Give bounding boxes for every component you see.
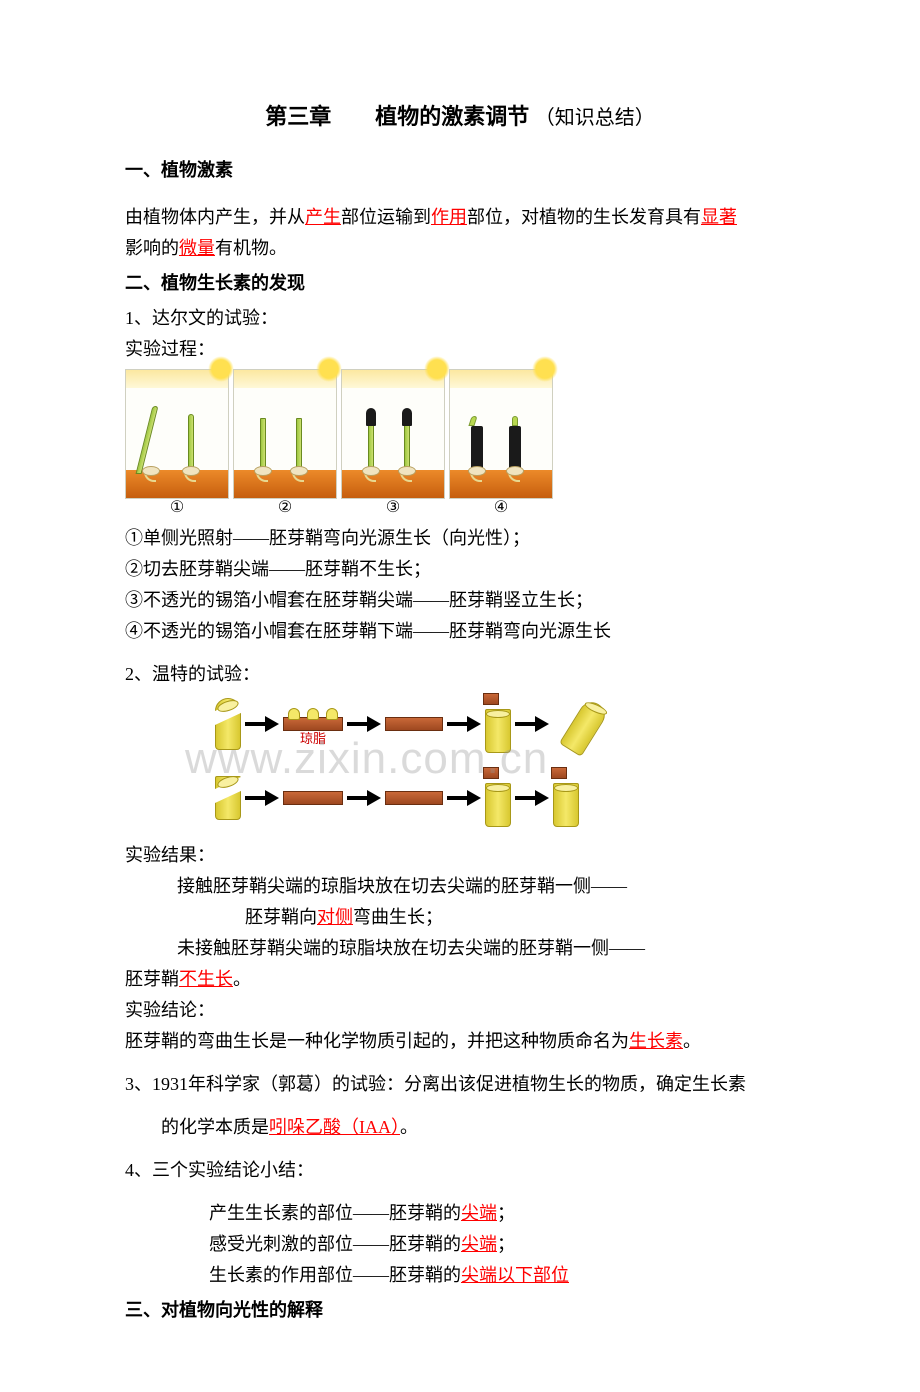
chapter-title: 第三章 植物的激素调节 （知识总结） bbox=[125, 100, 795, 133]
section-1-para-2: 影响的微量有机物。 bbox=[125, 235, 795, 262]
agar-plain bbox=[283, 791, 343, 805]
conclusion-text: 胚芽鞘的弯曲生长是一种化学物质引起的，并把这种物质命名为生长素。 bbox=[125, 1028, 795, 1055]
went-label: 2、温特的试验： bbox=[125, 661, 795, 688]
panel-3: ③ bbox=[341, 369, 445, 499]
p3b-text: 的化学本质是吲哚乙酸（IAA）。 bbox=[125, 1114, 795, 1141]
agar-block bbox=[385, 717, 443, 731]
highlight-tip-1: 尖端 bbox=[461, 1203, 497, 1223]
highlight-trace: 微量 bbox=[179, 238, 215, 258]
result-2: 胚芽鞘向对侧弯曲生长； bbox=[125, 904, 795, 931]
panel-3-label: ③ bbox=[386, 496, 400, 520]
p4-label: 4、三个实验结论小结： bbox=[125, 1157, 795, 1184]
summary-3: 生长素的作用部位——胚芽鞘的尖端以下部位 bbox=[125, 1262, 795, 1289]
panel-2-label: ② bbox=[278, 496, 292, 520]
went-row-1: 琼脂 bbox=[215, 694, 795, 754]
arrow-icon bbox=[515, 792, 549, 804]
result-1: 接触胚芽鞘尖端的琼脂块放在切去尖端的胚芽鞘一侧—— bbox=[125, 873, 795, 900]
panel-4-label: ④ bbox=[494, 496, 508, 520]
result-4: 胚芽鞘不生长。 bbox=[125, 966, 795, 993]
panel-4: ④ bbox=[449, 369, 553, 499]
agar-label: 琼脂 bbox=[300, 729, 326, 749]
highlight-action: 作用 bbox=[431, 207, 467, 227]
arrow-icon bbox=[347, 718, 381, 730]
title-sub: （知识总结） bbox=[535, 107, 655, 129]
agar-block bbox=[385, 791, 443, 805]
title-main: 第三章 植物的激素调节 bbox=[265, 104, 529, 129]
bent-coleoptile bbox=[553, 696, 597, 752]
result-3: 未接触胚芽鞘尖端的琼脂块放在切去尖端的胚芽鞘一侧—— bbox=[125, 935, 795, 962]
coleoptile-tip-icon bbox=[215, 698, 241, 750]
panel-2: ② bbox=[233, 369, 337, 499]
result-label: 实验结果： bbox=[125, 842, 795, 869]
summary-2: 感受光刺激的部位——胚芽鞘的尖端； bbox=[125, 1231, 795, 1258]
arrow-icon bbox=[515, 718, 549, 730]
panel-1: ① bbox=[125, 369, 229, 499]
coleoptile-with-plain-agar bbox=[485, 769, 511, 827]
section-1-heading: 一、植物激素 bbox=[125, 157, 795, 184]
arrow-icon bbox=[447, 718, 481, 730]
highlight-produce: 产生 bbox=[305, 207, 341, 227]
coleoptile-no-tip-icon bbox=[215, 776, 241, 820]
observation-3: ③不透光的锡箔小帽套在胚芽鞘尖端——胚芽鞘竖立生长； bbox=[125, 587, 795, 614]
highlight-opposite-side: 对侧 bbox=[317, 907, 353, 927]
observation-1: ①单侧光照射——胚芽鞘弯向光源生长（向光性）； bbox=[125, 525, 795, 552]
agar-with-tips: 琼脂 bbox=[283, 717, 343, 731]
conclusion-label: 实验结论： bbox=[125, 997, 795, 1024]
section-1-para-1: 由植物体内产生，并从产生部位运输到作用部位，对植物的生长发育具有显著 bbox=[125, 204, 795, 231]
highlight-significant: 显著 bbox=[701, 207, 737, 227]
section-2-heading: 二、植物生长素的发现 bbox=[125, 270, 795, 297]
darwin-label: 1、达尔文的试验： bbox=[125, 305, 795, 332]
highlight-auxin: 生长素 bbox=[629, 1031, 683, 1051]
arrow-icon bbox=[245, 718, 279, 730]
panel-1-label: ① bbox=[170, 496, 184, 520]
went-row-2 bbox=[215, 768, 795, 828]
highlight-no-growth: 不生长 bbox=[179, 969, 233, 989]
arrow-icon bbox=[347, 792, 381, 804]
highlight-tip-2: 尖端 bbox=[461, 1234, 497, 1254]
coleoptile-with-agar bbox=[485, 695, 511, 753]
summary-1: 产生生长素的部位——胚芽鞘的尖端； bbox=[125, 1200, 795, 1227]
observation-2: ②切去胚芽鞘尖端——胚芽鞘不生长； bbox=[125, 556, 795, 583]
p3-text: 3、1931年科学家（郭葛）的试验：分离出该促进植物生长的物质，确定生长素 bbox=[125, 1071, 795, 1098]
section-3-heading: 三、对植物向光性的解释 bbox=[125, 1297, 795, 1324]
arrow-icon bbox=[245, 792, 279, 804]
highlight-below-tip: 尖端以下部位 bbox=[461, 1265, 569, 1285]
arrow-icon bbox=[447, 792, 481, 804]
observation-4: ④不透光的锡箔小帽套在胚芽鞘下端——胚芽鞘弯向光源生长 bbox=[125, 618, 795, 645]
darwin-experiment-panels: ① ② bbox=[125, 369, 795, 499]
highlight-iaa: 吲哚乙酸（IAA） bbox=[269, 1117, 400, 1137]
coleoptile-no-growth bbox=[553, 769, 579, 827]
went-experiment-diagram: 琼脂 www.zixin.com.c bbox=[215, 694, 795, 828]
